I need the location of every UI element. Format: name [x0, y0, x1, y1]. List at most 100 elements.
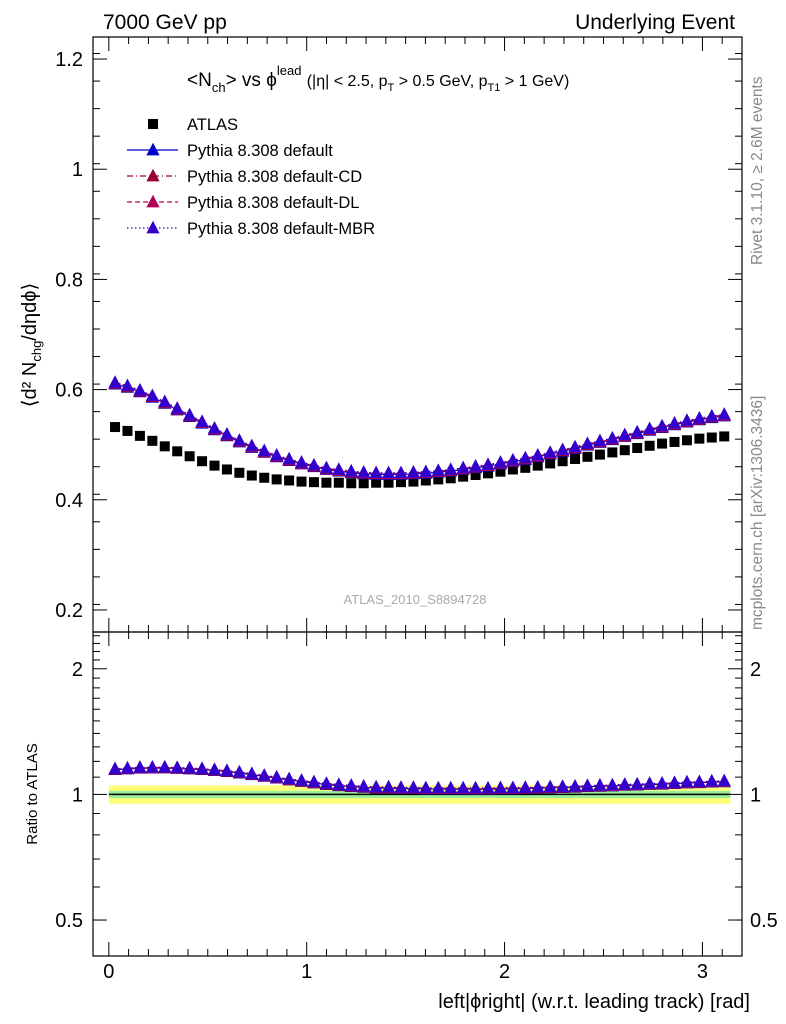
atlas-point [507, 464, 518, 475]
atlas-point [234, 467, 245, 478]
ratio-point [493, 780, 508, 794]
atlas-point [271, 474, 282, 485]
ratio-point [568, 778, 582, 792]
mc-point [568, 439, 582, 453]
ratio-point [145, 760, 159, 773]
mc-point [381, 465, 396, 479]
mc-point [207, 420, 222, 434]
mc-point [444, 462, 458, 475]
ratio-point [294, 773, 309, 786]
ratio-point [394, 780, 408, 793]
atlas-point [209, 460, 220, 471]
mcplots-label: mcplots.cern.ch [arXiv:1306.3436] [749, 396, 766, 630]
atlas-point [594, 449, 605, 460]
mc-point [593, 433, 607, 447]
top-ytick-label: 0.2 [55, 600, 83, 622]
atlas-point [706, 432, 717, 443]
ratio-point [431, 780, 445, 794]
x-axis-ticks: 0 1 2 3 [103, 37, 723, 983]
ratio-point [158, 759, 172, 773]
atlas-point [420, 475, 431, 486]
ratio-point [593, 778, 607, 791]
mc-point [531, 447, 545, 461]
top-ytick-label: 0.6 [55, 380, 83, 402]
legend-marker-triangle [146, 220, 160, 234]
legend-label: Pythia 8.308 default [187, 142, 333, 160]
ratio-point [369, 779, 383, 793]
x-tick-label: 0 [103, 961, 114, 983]
x-tick-label: 1 [301, 961, 312, 983]
series-points [108, 375, 731, 489]
ratio-axis-ticks: 0.5 0.5 1 1 2 2 [55, 635, 778, 932]
ratio-point [282, 771, 296, 785]
mc-point [667, 415, 682, 429]
header-right: Underlying Event [575, 11, 735, 34]
mc-point [406, 465, 421, 478]
ratio-point [170, 760, 184, 773]
plot-title: <Nch> vs ϕlead (|η| < 2.5, pT > 0.5 GeV,… [187, 63, 569, 95]
mc-point [692, 411, 706, 424]
ratio-point [456, 780, 470, 794]
ratio-point [481, 780, 495, 794]
atlas-point [246, 470, 257, 481]
mc-point [220, 427, 234, 440]
ratio-point [257, 768, 271, 781]
atlas-point [520, 462, 531, 473]
ratio-points [108, 759, 731, 795]
atlas-point [607, 447, 618, 458]
mc-point [705, 408, 719, 422]
mc-point [120, 378, 135, 392]
atlas-point [259, 472, 270, 483]
ratio-point [232, 764, 246, 778]
atlas-point [346, 478, 357, 489]
top-axis-ticks: 0.2 0.4 0.6 0.8 1 1.2 [55, 49, 742, 633]
mc-point [170, 401, 184, 414]
ratio-point [618, 777, 632, 790]
ratio-ytick-label: 1 [72, 784, 83, 806]
mc-point [618, 427, 632, 441]
atlas-point [159, 441, 170, 452]
atlas-point [147, 435, 158, 446]
ratio-ytick-label: 0.5 [55, 910, 83, 932]
mc-point [344, 463, 358, 477]
ratio-point [692, 774, 706, 788]
ratio-point [270, 769, 284, 783]
ratio-point [406, 780, 421, 793]
mc-point [133, 382, 147, 396]
atlas-point [582, 451, 593, 462]
ratio-ytick-label-right: 1 [750, 784, 761, 806]
ratio-point [531, 779, 545, 793]
legend-marker-triangle [146, 168, 160, 182]
top-ytick-label: 0.4 [55, 490, 83, 512]
atlas-point [284, 475, 295, 486]
mc-point [630, 424, 644, 438]
atlas-point [371, 477, 382, 488]
ratio-point [705, 773, 719, 787]
mc-point [717, 407, 731, 420]
mc-point [257, 443, 271, 457]
mc-point [643, 421, 657, 435]
ratio-point [468, 780, 483, 794]
atlas-point [632, 442, 643, 453]
ratio-point [332, 777, 346, 790]
atlas-point [495, 466, 506, 477]
mc-point [493, 455, 508, 468]
mc-point [158, 394, 172, 408]
mc-point [294, 455, 309, 468]
top-ytick-label: 0.8 [55, 269, 83, 291]
atlas-point [644, 440, 655, 451]
ratio-point [717, 773, 731, 787]
mc-point [419, 464, 433, 478]
top-ytick-label: 1 [72, 159, 83, 181]
ratio-point [643, 776, 657, 789]
ratio-point [133, 760, 147, 773]
mc-point [145, 388, 159, 402]
atlas-point [483, 468, 494, 479]
atlas-point [458, 471, 469, 482]
mc-point [332, 462, 346, 475]
mc-point [680, 413, 694, 426]
atlas-point [657, 438, 668, 449]
mc-point [655, 418, 669, 432]
atlas-point [197, 456, 208, 467]
